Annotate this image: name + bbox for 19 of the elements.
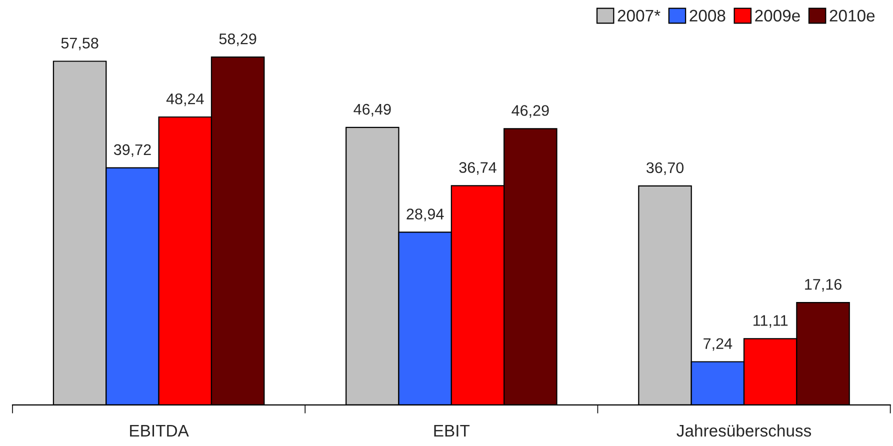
legend-label: 2008 [690, 10, 726, 22]
data-label: 36,70 [646, 162, 684, 175]
data-label: 36,74 [459, 162, 496, 175]
x-tick-label: EBITDA [130, 425, 189, 436]
data-label: 46,49 [354, 104, 391, 117]
data-label: 17,16 [805, 278, 842, 292]
data-label: 46,29 [512, 105, 549, 118]
data-label: 57,58 [61, 38, 98, 50]
data-label: 58,29 [219, 33, 256, 46]
legend-label: 2010e [830, 10, 875, 22]
data-label: 7,24 [704, 338, 732, 351]
legend-label: 2007* [618, 10, 660, 22]
data-label: 48,24 [166, 93, 204, 106]
data-label: 28,94 [406, 208, 444, 222]
x-tick-label: EBIT [434, 425, 470, 436]
data-label: 11,11 [754, 315, 788, 328]
legend-label: 2009e [755, 10, 800, 22]
data-label: 39,72 [114, 144, 151, 157]
x-tick-label: Jahresüberschuss [676, 424, 812, 437]
